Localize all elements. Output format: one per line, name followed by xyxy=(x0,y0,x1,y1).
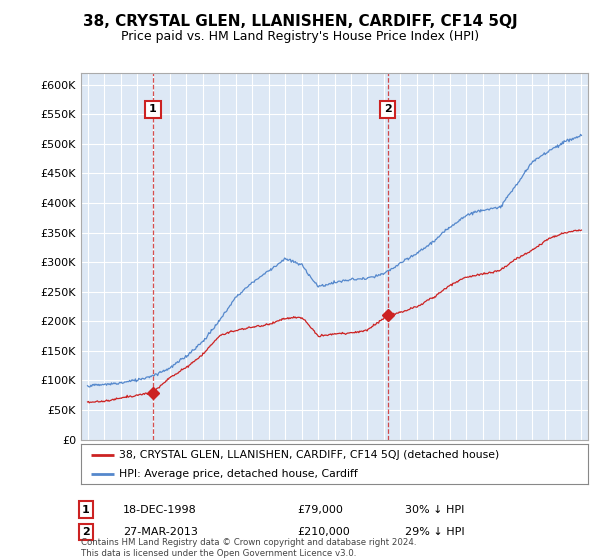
Text: 1: 1 xyxy=(149,105,157,114)
Text: 27-MAR-2013: 27-MAR-2013 xyxy=(123,527,198,537)
Text: Contains HM Land Registry data © Crown copyright and database right 2024.
This d: Contains HM Land Registry data © Crown c… xyxy=(81,538,416,558)
Text: 29% ↓ HPI: 29% ↓ HPI xyxy=(405,527,464,537)
Text: 2: 2 xyxy=(82,527,89,537)
Text: HPI: Average price, detached house, Cardiff: HPI: Average price, detached house, Card… xyxy=(119,469,358,478)
Text: 18-DEC-1998: 18-DEC-1998 xyxy=(123,505,197,515)
Text: 30% ↓ HPI: 30% ↓ HPI xyxy=(405,505,464,515)
Text: 1: 1 xyxy=(82,505,89,515)
Text: £79,000: £79,000 xyxy=(297,505,343,515)
Text: £210,000: £210,000 xyxy=(297,527,350,537)
Text: Price paid vs. HM Land Registry's House Price Index (HPI): Price paid vs. HM Land Registry's House … xyxy=(121,30,479,43)
Text: 38, CRYSTAL GLEN, LLANISHEN, CARDIFF, CF14 5QJ: 38, CRYSTAL GLEN, LLANISHEN, CARDIFF, CF… xyxy=(83,14,517,29)
Text: 38, CRYSTAL GLEN, LLANISHEN, CARDIFF, CF14 5QJ (detached house): 38, CRYSTAL GLEN, LLANISHEN, CARDIFF, CF… xyxy=(119,450,499,460)
Text: 2: 2 xyxy=(384,105,392,114)
